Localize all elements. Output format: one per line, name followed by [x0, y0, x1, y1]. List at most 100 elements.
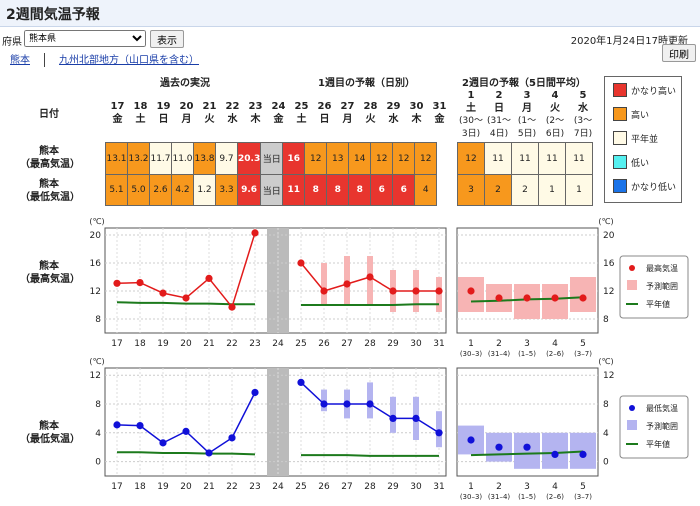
legend-range-label: 予測範囲 [646, 281, 678, 291]
day-header-26: 26 日 [313, 100, 336, 126]
section-week2: 2週目の予報（5日間平均） [462, 78, 586, 89]
show-button[interactable]: 表示 [150, 30, 184, 48]
forecast-range-bar [344, 389, 350, 419]
prefecture-controls: 府県 熊本県 表示 [0, 30, 700, 50]
x-tick-sub-label: (1–5) [518, 493, 536, 501]
x-tick-label: 25 [295, 482, 306, 492]
x-tick-label-week2: 4 [552, 339, 558, 349]
x-tick-label: 24 [272, 482, 284, 492]
observed-point [136, 422, 144, 430]
temperature-cell: 6 [392, 174, 416, 206]
y-tick-label: 16 [90, 259, 102, 269]
x-tick-label-week2: 4 [552, 482, 558, 492]
normal-line-past [116, 301, 255, 306]
day-weekday: 金 [273, 114, 284, 125]
temperature-cell: 1.2 [193, 174, 216, 206]
legend-point-swatch [629, 405, 635, 411]
legend-label: 低い [631, 159, 650, 169]
forecast-range-bar [321, 389, 327, 412]
observed-point [113, 279, 121, 287]
week2-average-point [467, 287, 475, 295]
breadcrumb-link-kumamoto[interactable]: 熊本 [10, 55, 30, 66]
week2-range-bar [486, 284, 512, 312]
prefecture-select[interactable]: 熊本県 [24, 30, 146, 47]
temperature-cell: 11 [511, 142, 539, 175]
normal-line-past [117, 451, 256, 456]
day-header-18: 18 土 [129, 100, 152, 126]
period-header-4: 4 火 (2～ 6日) [541, 89, 569, 141]
period-number: 4 [551, 90, 559, 101]
day-header-23: 23 木 [244, 100, 267, 126]
temperature-cell: 12 [392, 142, 416, 175]
legend-range-label: 予測範囲 [646, 421, 678, 431]
x-tick-label: 22 [226, 339, 237, 349]
row-label-min: 熊本 （最低気温） [20, 178, 80, 204]
day-number: 17 [110, 101, 125, 112]
observed-point [182, 294, 190, 302]
y-tick-label-right: 8 [603, 315, 609, 325]
x-tick-label: 28 [364, 339, 376, 349]
forecast-range-bar [367, 256, 373, 305]
x-tick-label-week2: 2 [496, 339, 502, 349]
x-tick-sub-label: (2–6) [546, 493, 564, 501]
chart-frame-week2 [456, 227, 599, 334]
max-row: 13.1 13.2 11.7 11.0 13.8 9.7 20.3 当日 16 12 13 14 12 1… [105, 142, 438, 175]
temperature-cell: 12 [304, 142, 328, 175]
x-tick-label-week2: 1 [468, 482, 474, 492]
x-tick-label: 17 [111, 339, 122, 349]
y-tick-label: 12 [90, 287, 101, 297]
x-tick-label-week2: 3 [524, 482, 530, 492]
y-tick-label-right: 4 [603, 429, 609, 439]
issued-time: 2020年1月24日17時更新 [570, 36, 688, 47]
forecast-line [300, 381, 440, 434]
day-header-31: 31 金 [428, 100, 451, 126]
day-header-29: 29 水 [382, 100, 405, 126]
x-tick-label: 25 [295, 339, 306, 349]
day-weekday: 金 [434, 114, 445, 125]
temperature-cell: 6 [370, 174, 394, 206]
x-tick-label: 26 [318, 339, 330, 349]
y-unit-label-right: (℃) [598, 357, 613, 366]
x-tick-label: 30 [410, 482, 422, 492]
forecast-range-bar [436, 277, 442, 312]
normal-line-forecast [301, 454, 439, 457]
chart-label-max-kind: （最高気温） [20, 274, 80, 285]
week2-range-bar [486, 432, 512, 462]
day-weekday: 水 [388, 114, 399, 125]
x-tick-label: 18 [134, 482, 146, 492]
period-range-end: 5日) [517, 129, 537, 139]
x-tick-label: 19 [157, 482, 169, 492]
forecast-point [389, 414, 397, 422]
min-row: 5.1 5.0 2.6 4.2 1.2 3.3 9.6 当日 11 8 8 8 6 6 4 [105, 174, 438, 206]
day-header-30: 30 木 [405, 100, 428, 126]
period-weekday: 水 [578, 103, 588, 114]
legend-swatch [613, 131, 627, 145]
x-tick-label-week2: 2 [496, 482, 502, 492]
observed-point [251, 388, 259, 397]
y-tick-label-right: 16 [603, 259, 615, 269]
week2-average-point [579, 450, 587, 458]
observed-point [136, 279, 144, 287]
x-tick-label-week2: 3 [524, 339, 530, 349]
y-tick-label-right: 12 [603, 371, 614, 381]
period-header-1: 1 土 (30～ 3日) [457, 89, 485, 141]
forecast-point [343, 280, 351, 288]
breadcrumb-link-region[interactable]: 九州北部地方（山口県を含む） [59, 55, 199, 66]
print-button[interactable]: 印刷 [662, 44, 696, 62]
class-legend: かなり高い 高い 平年並 低い かなり低い [604, 76, 682, 203]
legend-label: 平年並 [631, 135, 659, 145]
y-tick-label: 0 [95, 458, 101, 468]
observed-point [182, 427, 190, 435]
chart-label-min-kind: （最低気温） [20, 434, 80, 445]
forecast-range-bar [413, 396, 419, 440]
x-tick-sub-label: (30–3) [460, 350, 483, 358]
forecast-range-bar [344, 256, 350, 305]
y-unit-label-right: (℃) [598, 217, 613, 226]
x-tick-label: 23 [249, 339, 260, 349]
temperature-cell: 11.0 [171, 142, 194, 175]
x-tick-label-week2: 1 [468, 339, 474, 349]
day-weekday: 水 [227, 114, 238, 125]
x-tick-label: 31 [433, 482, 444, 492]
week2-average-point [551, 450, 559, 458]
forecast-point [435, 429, 443, 437]
